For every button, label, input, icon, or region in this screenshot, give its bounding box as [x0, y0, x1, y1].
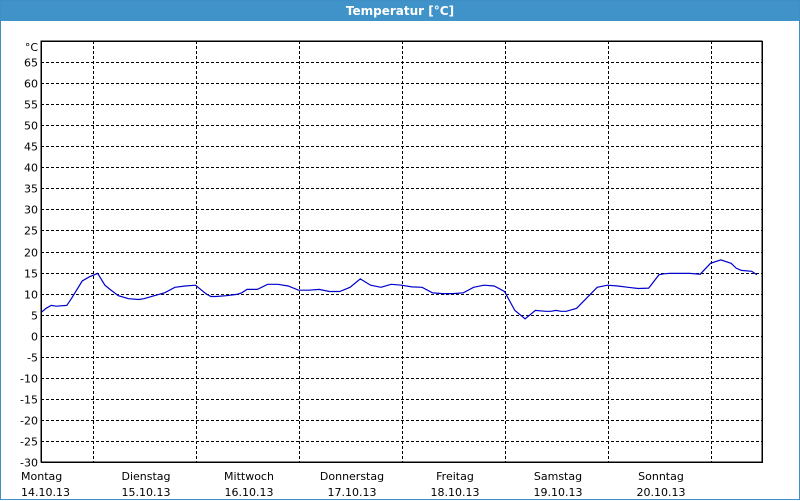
y-tick-label: -20 [20, 415, 38, 428]
y-tick-label: 10 [24, 289, 38, 302]
y-tick-label: 0 [31, 331, 38, 344]
y-tick-label: -30 [20, 457, 38, 470]
y-tick-label: 45 [24, 141, 38, 154]
y-tick-label: 60 [24, 78, 38, 91]
plot-area [40, 40, 763, 463]
y-tick-label: -10 [20, 373, 38, 386]
y-tick-label: -5 [27, 352, 38, 365]
y-tick-label: 30 [24, 204, 38, 217]
y-tick-label: 20 [24, 247, 38, 260]
x-tick-day-label: Mittwoch [224, 470, 274, 483]
x-tick-day-label: Donnerstag [320, 470, 384, 483]
x-tick-date-label: 16.10.13 [225, 486, 274, 499]
x-tick-day-label: Montag [21, 470, 62, 483]
y-tick-label: 40 [24, 162, 38, 175]
x-tick-date-label: 19.10.13 [534, 486, 583, 499]
y-tick-label: 15 [24, 268, 38, 281]
x-tick-date-label: 20.10.13 [637, 486, 686, 499]
y-tick-label: 5 [31, 310, 38, 323]
x-tick-date-label: 17.10.13 [328, 486, 377, 499]
y-axis-unit-label: °C [25, 41, 39, 54]
y-tick-label: -15 [20, 394, 38, 407]
window-title: Temperatur [°C] [1, 1, 799, 21]
x-tick-date-label: 15.10.13 [122, 486, 171, 499]
temperature-series-line [40, 259, 758, 320]
x-tick-day-label: Dienstag [121, 470, 170, 483]
y-tick-label: 55 [24, 99, 38, 112]
x-tick-day-label: Sonntag [638, 470, 684, 483]
x-tick-day-label: Samstag [534, 470, 582, 483]
x-tick-date-label: 14.10.13 [21, 486, 70, 499]
y-tick-label: -25 [20, 436, 38, 449]
y-tick-label: 65 [24, 57, 38, 70]
y-tick-label: 25 [24, 225, 38, 238]
x-tick-date-label: 18.10.13 [431, 486, 480, 499]
y-tick-label: 35 [24, 183, 38, 196]
plot-area-border [41, 41, 763, 463]
x-tick-day-label: Freitag [436, 470, 474, 483]
y-tick-label: 50 [24, 120, 38, 133]
